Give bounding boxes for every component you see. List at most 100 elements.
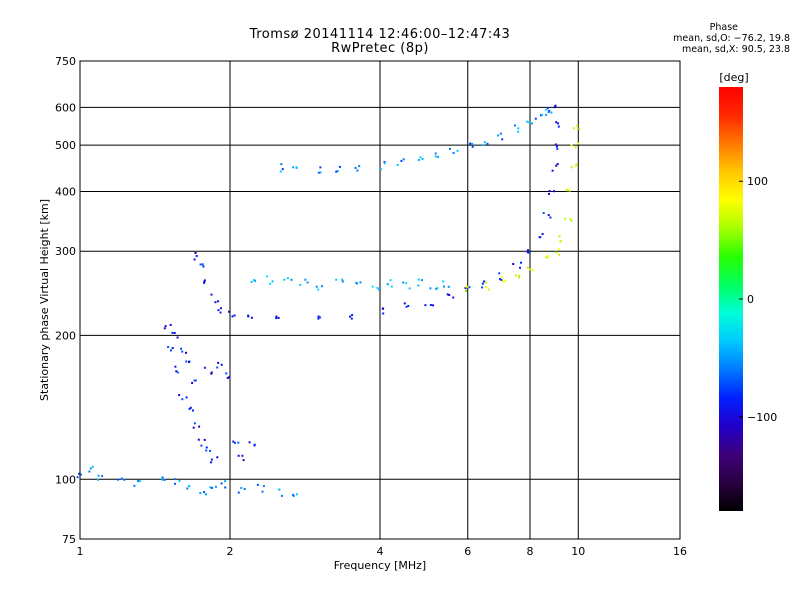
x-tick-label: 16	[673, 545, 687, 558]
data-point	[417, 159, 420, 161]
data-point	[319, 316, 322, 319]
data-point	[547, 214, 550, 216]
data-point	[548, 109, 551, 112]
data-point	[281, 168, 284, 171]
data-point	[171, 347, 174, 350]
data-point	[549, 216, 552, 219]
data-point	[469, 142, 472, 145]
data-point	[266, 275, 269, 278]
colorbar-ticks: 100 0 −100	[739, 175, 777, 424]
data-point	[434, 155, 437, 158]
data-point	[456, 149, 459, 152]
data-point	[201, 263, 204, 266]
data-point	[275, 317, 278, 320]
data-point	[335, 278, 338, 281]
data-point	[518, 274, 521, 277]
data-point	[383, 162, 386, 165]
data-point	[250, 280, 253, 283]
data-point	[317, 317, 320, 320]
data-point	[557, 248, 560, 251]
data-point	[520, 261, 522, 264]
data-point	[531, 269, 534, 272]
data-point	[193, 258, 196, 261]
data-point	[550, 111, 553, 114]
data-point	[232, 440, 235, 443]
data-point	[185, 351, 187, 354]
data-point	[210, 372, 213, 375]
data-point	[499, 278, 501, 280]
data-point	[400, 159, 403, 162]
data-point	[189, 406, 192, 409]
data-point	[545, 113, 548, 116]
data-point	[417, 284, 420, 287]
data-point	[181, 350, 184, 353]
data-point	[161, 478, 164, 481]
data-point	[173, 332, 176, 334]
data-point	[202, 265, 205, 268]
data-point	[389, 279, 392, 282]
data-point	[277, 317, 280, 319]
data-point	[541, 113, 543, 116]
chart-subtitle: RwPretec (8p)	[331, 41, 429, 56]
data-point	[242, 459, 245, 462]
data-point	[435, 287, 438, 290]
data-point	[219, 311, 222, 314]
data-point	[436, 287, 439, 290]
data-point	[210, 293, 213, 296]
data-point	[248, 441, 251, 444]
data-point	[527, 251, 530, 254]
data-point	[485, 286, 488, 288]
phase-x-stats: mean, sd,X: 90.5, 23.8	[681, 44, 790, 55]
y-tick-label: 400	[55, 185, 76, 198]
data-point	[321, 285, 323, 288]
data-point	[383, 161, 386, 163]
data-point	[354, 167, 357, 169]
data-point	[186, 487, 189, 490]
data-point	[576, 124, 579, 127]
data-point	[539, 236, 542, 239]
data-point	[574, 164, 577, 167]
data-point	[564, 217, 567, 220]
data-point	[499, 132, 502, 135]
data-point	[512, 263, 515, 265]
data-point	[481, 286, 484, 289]
data-point	[117, 478, 119, 481]
data-point	[402, 281, 405, 284]
data-point	[275, 315, 278, 318]
data-point	[349, 315, 352, 318]
data-point	[565, 189, 568, 192]
data-point	[295, 166, 298, 169]
y-tick-label: 600	[55, 101, 76, 114]
data-point	[429, 287, 432, 290]
data-point	[280, 494, 283, 497]
data-point	[382, 312, 385, 315]
chart-title: Tromsø 20141114 12:46:00–12:47:43	[249, 27, 511, 42]
data-point	[210, 461, 213, 464]
data-point	[193, 422, 196, 425]
data-point	[338, 165, 341, 168]
y-tick-label: 75	[62, 533, 76, 546]
data-point	[250, 316, 253, 319]
data-point	[420, 279, 423, 282]
data-point	[557, 122, 559, 125]
data-point	[215, 485, 217, 488]
data-point	[203, 281, 206, 284]
data-point	[203, 491, 206, 493]
y-axis: 75 100 200 300 400 500 600 750	[55, 55, 76, 546]
data-point	[452, 152, 455, 154]
data-point	[471, 142, 474, 145]
data-point	[551, 169, 554, 172]
data-point	[192, 409, 194, 412]
data-point	[185, 396, 188, 399]
data-point	[233, 314, 236, 317]
data-point	[97, 474, 100, 477]
data-point	[434, 152, 437, 155]
x-tick-label: 6	[464, 545, 471, 558]
data-point	[471, 145, 474, 148]
data-point	[133, 484, 136, 487]
x-tick-label: 2	[227, 545, 234, 558]
data-point	[192, 426, 195, 429]
data-point	[217, 300, 220, 303]
data-point	[262, 485, 265, 488]
data-point	[78, 472, 80, 475]
